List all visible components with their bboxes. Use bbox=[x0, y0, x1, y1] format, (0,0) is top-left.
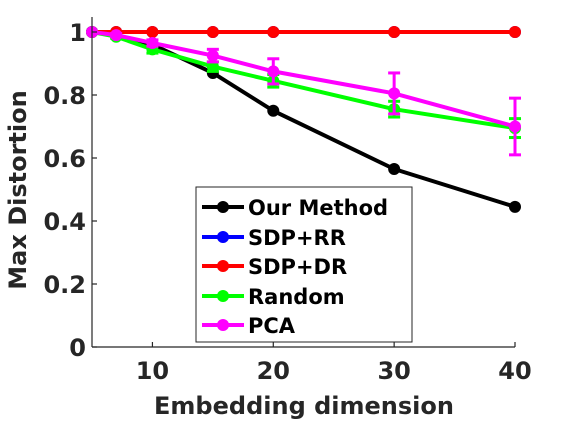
legend-entry-pca: PCA bbox=[202, 314, 296, 338]
y-axis-label: Max Distortion bbox=[4, 90, 32, 289]
series-pca bbox=[86, 26, 521, 157]
legend-marker-random bbox=[217, 290, 229, 302]
y-ticks: 0 0.2 0.4 0.6 0.8 1 bbox=[43, 19, 97, 362]
legend-marker-sdp-rr bbox=[217, 231, 229, 243]
legend-label-sdp-rr: SDP+RR bbox=[248, 226, 346, 250]
legend-label-pca: PCA bbox=[248, 314, 296, 338]
legend-label-our-method: Our Method bbox=[248, 196, 388, 220]
y-tick-label: 0.2 bbox=[43, 271, 86, 299]
data-point-random bbox=[206, 60, 219, 73]
legend: Our Method SDP+RR SDP+DR Random PCA bbox=[195, 186, 413, 343]
y-tick-label: 1 bbox=[69, 19, 86, 47]
data-point-our-method bbox=[388, 163, 401, 176]
legend-entry-random: Random bbox=[202, 285, 345, 309]
data-point-sdp-dr bbox=[509, 26, 521, 38]
data-point-sdp-dr bbox=[267, 26, 280, 38]
x-tick-label: 40 bbox=[498, 357, 531, 385]
legend-marker-our-method bbox=[217, 201, 229, 213]
x-tick-label: 20 bbox=[257, 357, 290, 385]
data-point-pca bbox=[388, 87, 401, 100]
y-tick-label: 0.8 bbox=[43, 82, 86, 110]
y-tick-label: 0 bbox=[69, 334, 86, 362]
legend-label-random: Random bbox=[248, 285, 345, 309]
data-point-pca bbox=[509, 120, 521, 133]
data-point-pca bbox=[267, 65, 280, 78]
data-point-sdp-dr bbox=[146, 26, 159, 38]
legend-entry-our-method: Our Method bbox=[202, 196, 388, 220]
data-point-sdp-dr bbox=[206, 26, 219, 38]
legend-marker-pca bbox=[217, 319, 229, 331]
x-tick-label: 30 bbox=[377, 357, 410, 385]
data-point-our-method bbox=[509, 200, 521, 213]
data-point-pca bbox=[146, 37, 159, 50]
y-tick-label: 0.6 bbox=[43, 145, 86, 173]
legend-marker-sdp-dr bbox=[217, 260, 229, 272]
legend-entry-sdp-dr: SDP+DR bbox=[202, 255, 347, 279]
y-tick-label: 0.4 bbox=[43, 208, 86, 236]
legend-entry-sdp-rr: SDP+RR bbox=[202, 226, 346, 250]
x-tick-label: 10 bbox=[136, 357, 169, 385]
x-axis-label: Embedding dimension bbox=[154, 392, 454, 420]
legend-label-sdp-dr: SDP+DR bbox=[248, 255, 347, 279]
data-point-pca bbox=[110, 29, 123, 42]
x-ticks: 10 20 30 40 bbox=[136, 342, 532, 385]
series-layer bbox=[86, 26, 521, 213]
data-point-our-method bbox=[267, 104, 280, 117]
axes-layer bbox=[91, 17, 515, 348]
data-point-pca bbox=[206, 49, 219, 62]
data-point-sdp-dr bbox=[388, 26, 401, 38]
